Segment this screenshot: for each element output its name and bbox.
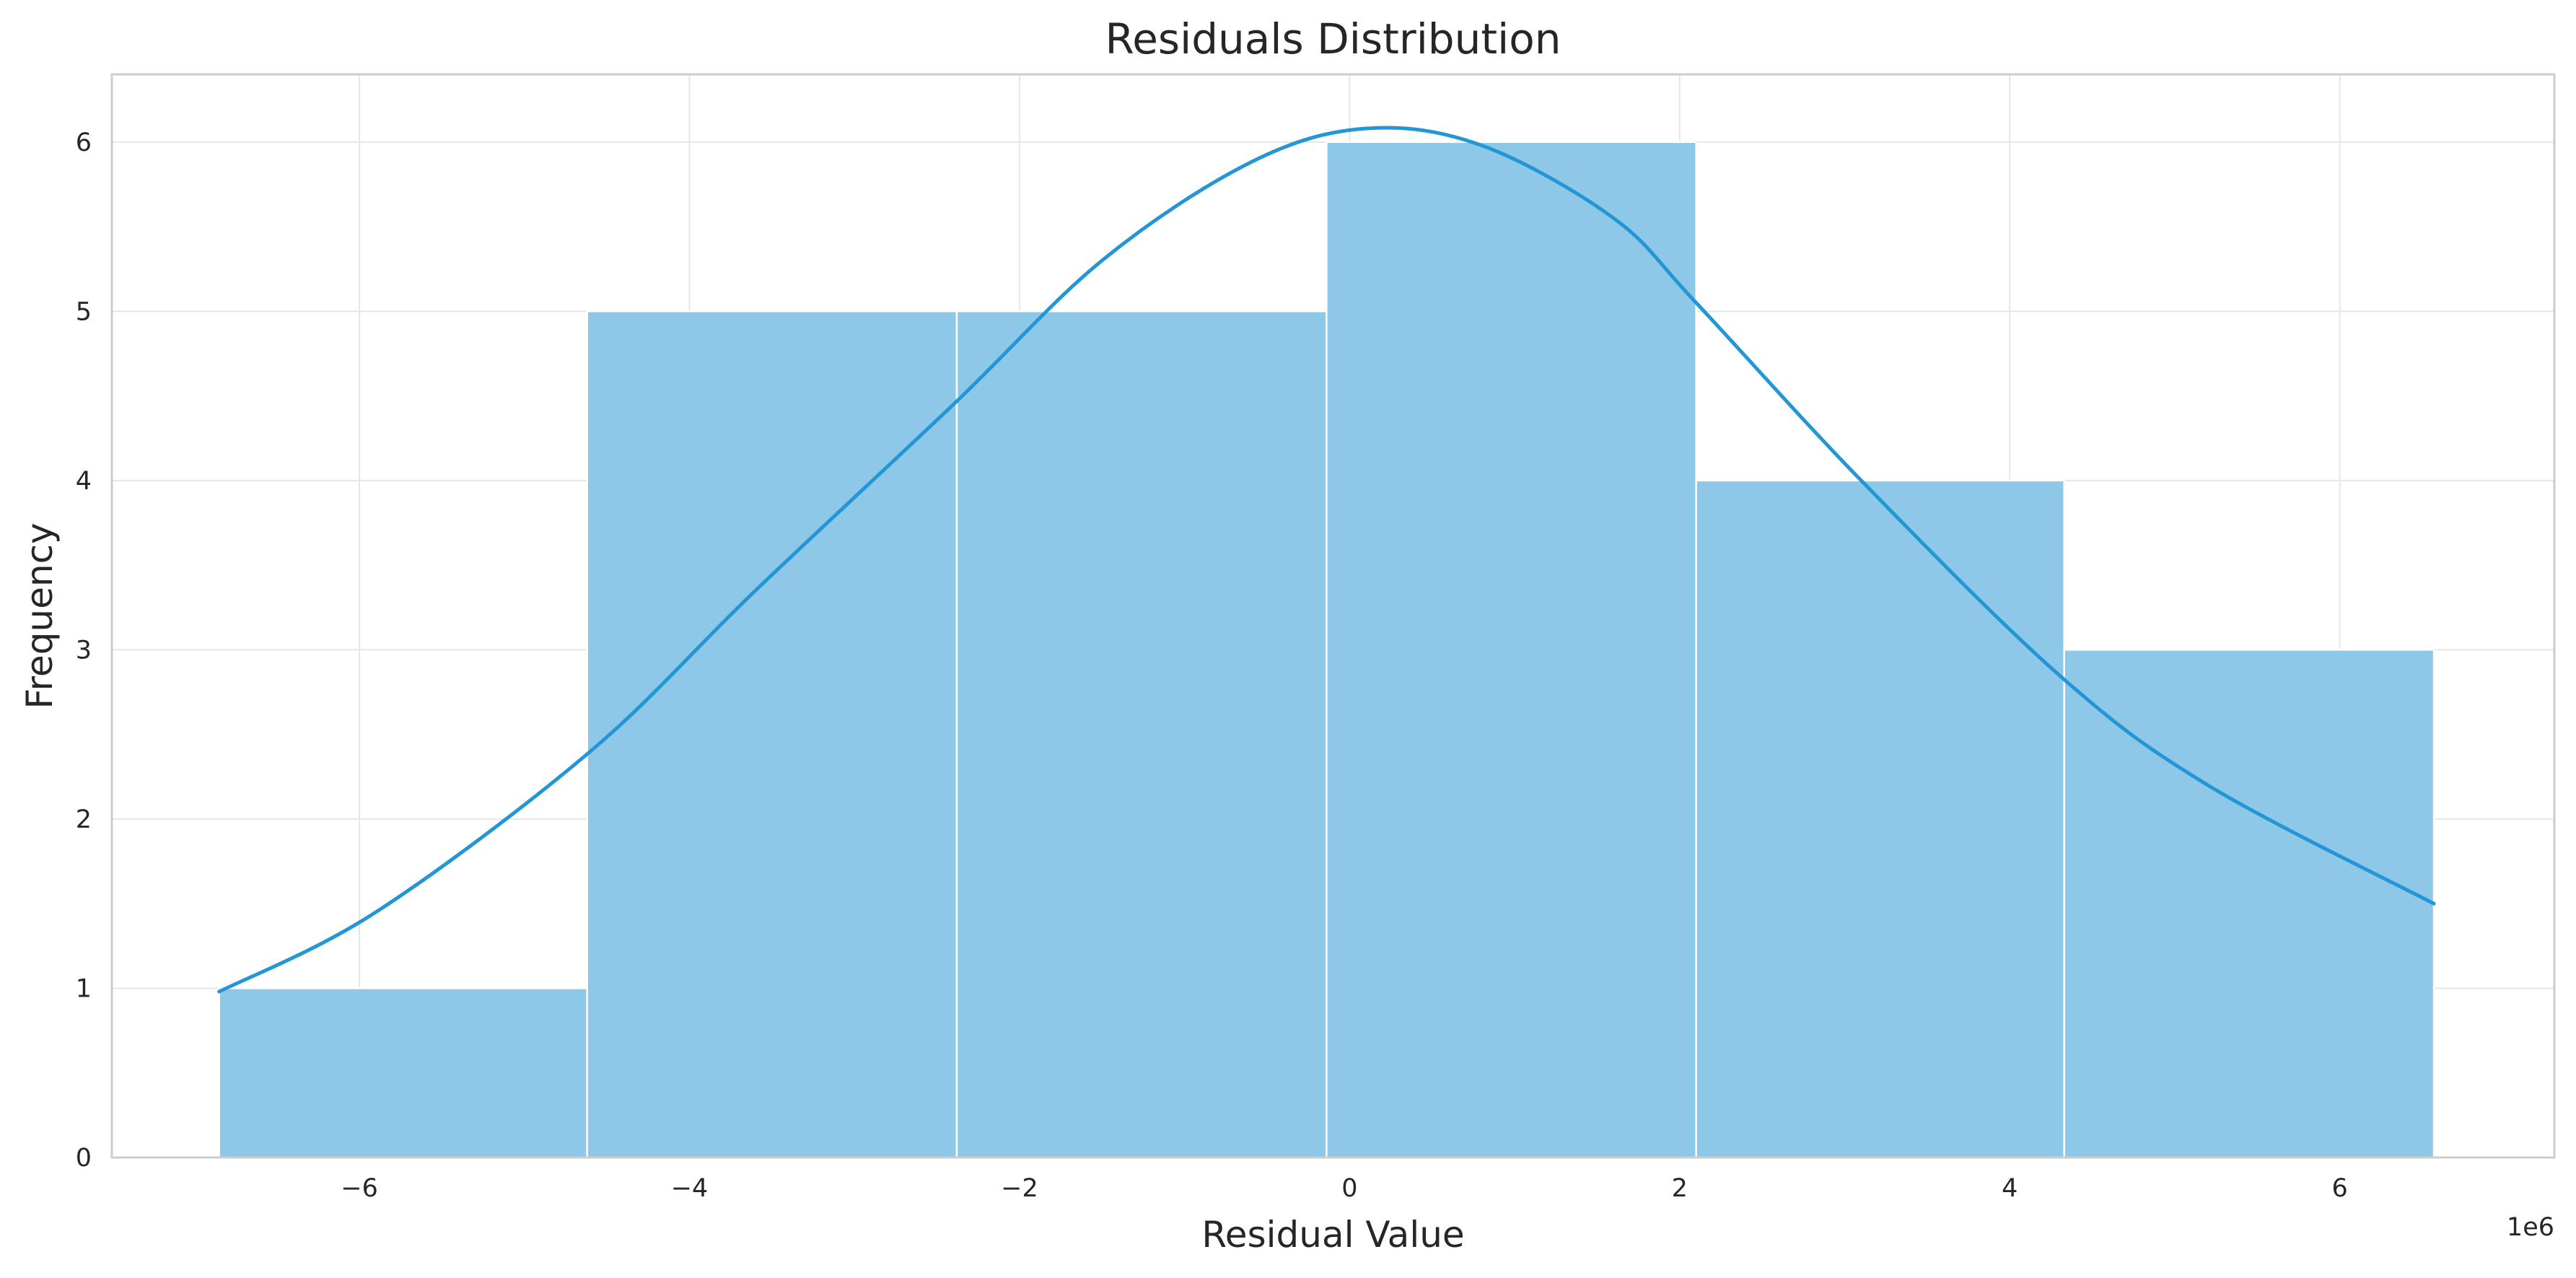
histogram-bar-0 xyxy=(218,987,588,1159)
kde-curve xyxy=(217,126,2436,994)
histogram-bars xyxy=(218,141,2435,1159)
x-tick-label: −2 xyxy=(1001,1174,1038,1203)
y-tick-label: 0 xyxy=(76,1144,92,1173)
x-tick-label: 4 xyxy=(2002,1174,2018,1203)
histogram-bar-5 xyxy=(2063,649,2435,1159)
x-tick-label: 6 xyxy=(2332,1174,2348,1203)
kde-line xyxy=(217,126,2436,994)
x-tick-label: −6 xyxy=(341,1174,378,1203)
y-axis-label: Frequency xyxy=(19,522,61,709)
y-tick-label: 3 xyxy=(76,636,92,665)
x-tick-label: 0 xyxy=(1341,1174,1357,1203)
x-tick-label: 2 xyxy=(1672,1174,1688,1203)
histogram-bar-4 xyxy=(1695,479,2065,1159)
y-tick-label: 1 xyxy=(76,974,92,1003)
y-tick-label: 2 xyxy=(76,805,92,834)
x-tick-label: −4 xyxy=(671,1174,709,1203)
y-tick-label: 5 xyxy=(76,297,92,326)
histogram-bar-3 xyxy=(1326,141,1697,1159)
y-tick-label: 4 xyxy=(76,467,92,496)
x-axis-ticks: −6 −4 −2 0 2 4 6 xyxy=(341,1174,2348,1203)
y-tick-label: 6 xyxy=(76,128,92,157)
x-axis-label: Residual Value xyxy=(1201,1214,1464,1256)
histogram-bar-1 xyxy=(586,310,958,1159)
x-axis-offset-label: 1e6 xyxy=(2507,1213,2554,1242)
chart-title: Residuals Distribution xyxy=(1105,14,1561,64)
y-axis-ticks: 0 1 2 3 4 5 6 xyxy=(76,128,92,1173)
plot-frame xyxy=(110,73,2556,1159)
histogram-bar-2 xyxy=(955,310,1328,1159)
